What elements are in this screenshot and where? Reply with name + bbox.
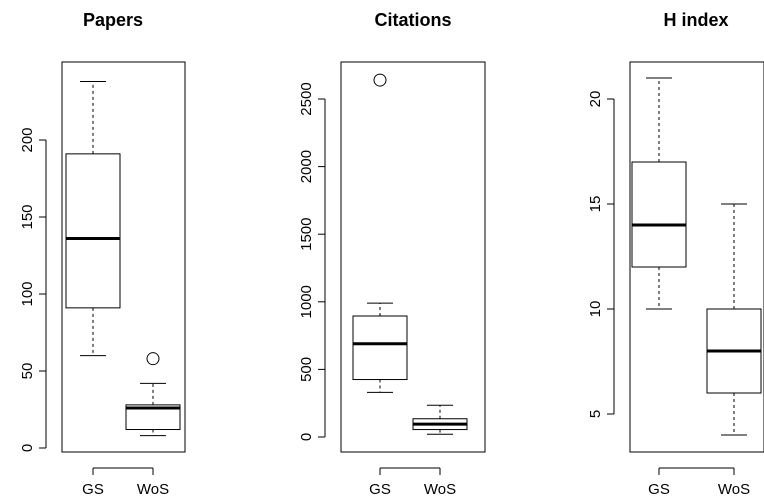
panel-2-x-tick-label: WoS [424,481,456,498]
panel-3-gs-box [631,161,687,268]
panel-3-y-tick-label: 20 [587,91,604,108]
panel-2-y-tick-label: 0 [298,433,315,441]
panel-2-x-tick-label: GS [369,481,391,498]
panel-1-y-tick-label: 100 [19,281,36,306]
panel-1-y-tick-label: 0 [19,444,36,452]
panel-2-y-tick-label: 2000 [298,150,315,183]
panel-1-gs-box [65,153,121,309]
panel-2-y-tick-label: 1000 [298,285,315,318]
panel-2-y-tick-label: 500 [298,357,315,382]
panel-2-title: Citations [374,10,451,30]
panel-3-y-tick-label: 15 [587,196,604,213]
panel-2-y-tick-label: 2500 [298,82,315,115]
panel-3-frame [629,61,764,453]
panel-2-frame [340,61,486,453]
panel-1-y-tick-label: 150 [19,204,36,229]
panel-3-y-tick-label: 10 [587,301,604,318]
panel-1-wos-outlier [146,352,160,366]
panel-1-frame [61,61,186,453]
panel-3-x-tick-label: GS [648,481,670,498]
panel-1-title: Papers [83,10,143,30]
panel-2-y-tick-label: 1500 [298,218,315,251]
panel-2-gs-outlier [373,73,387,87]
panel-2-gs-box [352,315,408,381]
panel-1-y-tick-label: 200 [19,127,36,152]
panel-1-y-tick-label: 50 [19,363,36,380]
panel-3-y-tick-label: 5 [587,410,604,418]
panel-1-x-tick-label: WoS [137,481,169,498]
panel-3-x-tick-label: WoS [718,481,750,498]
panel-3-title: H index [663,10,728,30]
panel-1-x-tick-label: GS [82,481,104,498]
